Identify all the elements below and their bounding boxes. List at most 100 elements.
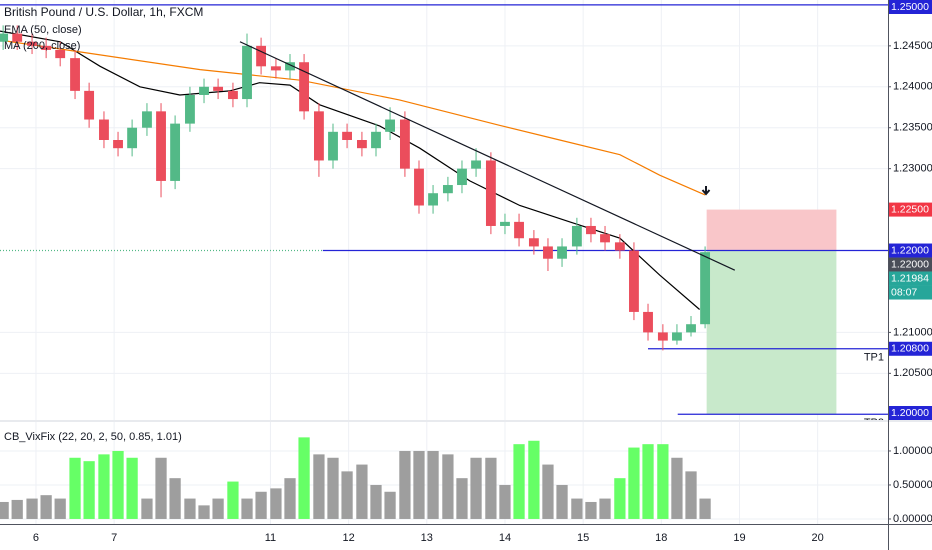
price-badge xyxy=(889,257,932,272)
vixfix-bar xyxy=(40,495,52,519)
vixfix-bar xyxy=(513,444,525,519)
vixfix-bar xyxy=(126,457,138,519)
vixfix-bar xyxy=(255,491,267,519)
vixfix-bar xyxy=(499,484,511,519)
candle-body xyxy=(385,119,395,132)
vixfix-bar xyxy=(427,450,439,519)
candle-body xyxy=(70,58,80,91)
candle-body xyxy=(414,168,424,206)
x-tick-label: 18 xyxy=(655,532,667,544)
x-tick-label: 14 xyxy=(499,532,511,544)
candle-body xyxy=(643,311,653,333)
candle-body xyxy=(12,33,23,42)
indicator-pane xyxy=(0,422,888,524)
candle-body xyxy=(471,160,481,169)
price-badge-label: 1.22500 xyxy=(891,203,929,215)
candle-body xyxy=(185,94,195,124)
vixfix-bar xyxy=(528,440,540,519)
target-zone xyxy=(706,250,837,415)
price-badge xyxy=(889,202,932,217)
price-badge-label: 1.22000 xyxy=(891,244,929,256)
vixfix-bar xyxy=(685,471,697,519)
candle-body xyxy=(657,332,668,341)
candle-body xyxy=(113,140,123,149)
candle-body xyxy=(514,221,524,239)
stop-zone xyxy=(706,209,837,251)
candle-body xyxy=(242,45,252,100)
y-tick-label: 0.00000 xyxy=(893,513,932,525)
candle-body xyxy=(213,86,224,91)
vixfix-bar xyxy=(26,498,38,519)
candle-body xyxy=(428,193,438,206)
candle-body xyxy=(256,45,267,67)
vixfix-bar xyxy=(83,461,95,519)
vixfix-bar xyxy=(11,499,23,519)
candle-body xyxy=(27,41,37,46)
x-tick-label: 13 xyxy=(421,532,433,544)
vixfix-bar xyxy=(284,478,296,519)
candle-body xyxy=(271,66,281,71)
trend-line xyxy=(239,41,736,271)
candle-body xyxy=(0,33,9,42)
vixfix-bar xyxy=(384,491,396,519)
candle-body xyxy=(328,131,338,161)
vixfix-bar xyxy=(657,444,669,519)
arrow-marker xyxy=(701,186,711,196)
vixfix-bar xyxy=(485,457,497,519)
vixfix-bar xyxy=(370,484,382,519)
vixfix-bar xyxy=(313,454,325,519)
vixfix-bar xyxy=(54,498,66,519)
vixfix-bar xyxy=(470,457,482,519)
vixfix-bar xyxy=(413,450,425,519)
vixfix-bar xyxy=(542,464,554,519)
y-tick-label: 0.50000 xyxy=(893,479,932,491)
vixfix-bar xyxy=(571,498,583,519)
y-tick-label: 1.20500 xyxy=(893,367,932,379)
vixfix-bar xyxy=(155,457,167,519)
candle-body xyxy=(528,238,539,247)
candle-body xyxy=(156,111,166,181)
x-tick-label: 19 xyxy=(733,532,745,544)
vixfix-bar xyxy=(341,471,353,519)
candle-body xyxy=(314,111,324,161)
price-badge xyxy=(889,0,932,14)
candle-body xyxy=(99,119,109,140)
candle-body xyxy=(485,160,496,226)
vixfix-bar xyxy=(556,484,568,519)
vixfix-bar xyxy=(442,454,454,519)
candle-body xyxy=(371,131,381,149)
candle-body xyxy=(342,131,352,140)
candle-body xyxy=(170,123,181,181)
vixfix-bar xyxy=(0,501,9,519)
y-tick-label: 1.21000 xyxy=(893,326,932,338)
vixfix-bar xyxy=(399,450,411,519)
vixfix-bar xyxy=(642,444,654,519)
candle-body xyxy=(500,221,510,226)
candle-body xyxy=(629,250,639,312)
vixfix-bar xyxy=(69,457,81,519)
candle-body xyxy=(41,45,52,50)
level-label: TP2 xyxy=(864,417,884,429)
vixfix-bar xyxy=(599,498,611,519)
vixfix-bar xyxy=(671,457,683,519)
candle-body xyxy=(55,49,66,59)
candle-body xyxy=(127,127,138,149)
price-badge-label: 1.21984 xyxy=(891,272,929,284)
x-tick-label: 15 xyxy=(577,532,589,544)
x-tick-label: 11 xyxy=(265,532,276,544)
x-tick-label: 6 xyxy=(33,532,39,544)
price-badge xyxy=(889,285,932,300)
legend-ma: MA (200, close) xyxy=(4,40,80,52)
vixfix-bar xyxy=(628,447,640,519)
vixfix-bar xyxy=(169,478,181,519)
candle-body xyxy=(356,140,367,149)
price-badge xyxy=(889,406,932,420)
vixfix-bar xyxy=(456,478,468,519)
candle-body xyxy=(672,332,682,341)
candle-body xyxy=(700,252,711,325)
vixfix-bar xyxy=(98,454,110,519)
candle-body xyxy=(199,86,209,95)
candle-body xyxy=(299,62,310,112)
